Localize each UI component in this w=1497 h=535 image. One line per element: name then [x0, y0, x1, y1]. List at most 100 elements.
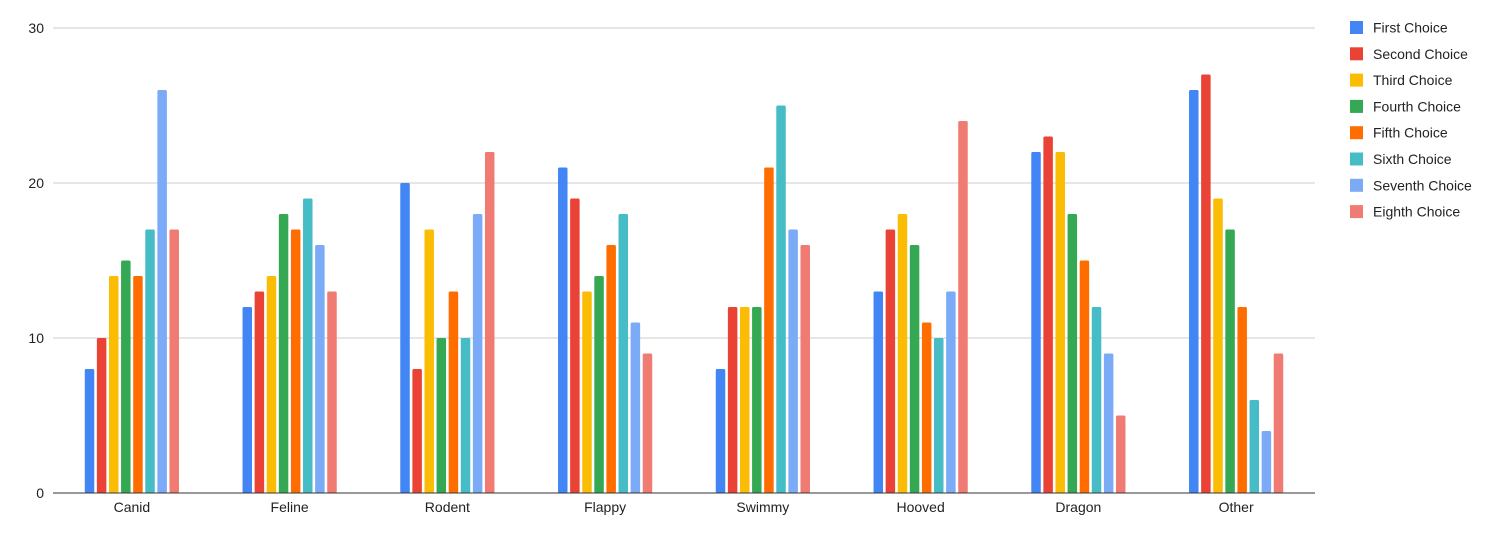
bar-dragon-third-choice	[1055, 152, 1065, 493]
bar-hooved-fifth-choice	[921, 322, 932, 493]
bar-other-eighth-choice	[1273, 353, 1284, 493]
legend-swatch	[1350, 152, 1363, 166]
bar-swimmy-fifth-choice	[764, 167, 774, 493]
bar-feline-third-choice	[266, 276, 277, 493]
bar-dragon-eighth-choice	[1115, 415, 1126, 493]
bar-rodent-first-choice	[400, 183, 410, 493]
bar-feline-fourth-choice	[278, 214, 289, 493]
legend-swatch	[1350, 205, 1363, 219]
legend-item[interactable]: First Choice	[1350, 20, 1448, 36]
bar-other-fifth-choice	[1237, 307, 1247, 493]
bar-swimmy-eighth-choice	[800, 245, 810, 493]
bar-feline-first-choice	[242, 307, 253, 493]
bar-dragon-first-choice	[1031, 152, 1041, 493]
x-tick-label: Feline	[271, 499, 309, 515]
bar-swimmy-second-choice	[727, 307, 738, 493]
legend-label: First Choice	[1373, 20, 1448, 36]
bar-flappy-first-choice	[558, 167, 568, 493]
y-tick-label: 10	[28, 330, 44, 346]
bar-rodent-fifth-choice	[448, 291, 459, 493]
legend-label: Seventh Choice	[1373, 177, 1472, 193]
bar-swimmy-sixth-choice	[776, 105, 786, 493]
legend-item[interactable]: Fourth Choice	[1350, 98, 1461, 114]
bar-hooved-seventh-choice	[946, 291, 956, 493]
bar-dragon-fourth-choice	[1067, 214, 1078, 493]
bar-rodent-seventh-choice	[472, 214, 483, 493]
gridlines	[53, 27, 1315, 339]
bar-dragon-second-choice	[1043, 136, 1053, 493]
legend-item[interactable]: Eighth Choice	[1350, 204, 1460, 220]
bar-swimmy-first-choice	[715, 369, 726, 493]
bar-rodent-fourth-choice	[436, 338, 447, 493]
x-axis-labels: Canid Feline Rodent Flappy Swimmy Hooved Drago…	[114, 499, 1254, 515]
bar-rodent-third-choice	[424, 229, 434, 493]
legend-label: Fifth Choice	[1373, 125, 1448, 141]
bar-rodent-eighth-choice	[484, 152, 495, 493]
legend: First Choice Second Choice Third Choice Fou…	[1350, 20, 1472, 220]
bar-hooved-eighth-choice	[958, 121, 968, 493]
x-tick-label: Flappy	[584, 499, 626, 515]
bar-canid-fourth-choice	[121, 260, 131, 493]
x-tick-label: Dragon	[1055, 499, 1101, 515]
bar-canid-seventh-choice	[157, 90, 167, 493]
bar-other-third-choice	[1213, 198, 1223, 493]
bar-flappy-fourth-choice	[594, 276, 604, 493]
bar-canid-third-choice	[108, 276, 119, 493]
bar-flappy-fifth-choice	[606, 245, 616, 493]
legend-label: Eighth Choice	[1373, 204, 1460, 220]
bar-other-first-choice	[1189, 90, 1199, 493]
legend-swatch	[1350, 99, 1363, 113]
legend-item[interactable]: Seventh Choice	[1350, 177, 1472, 193]
legend-item[interactable]: Fifth Choice	[1350, 125, 1448, 141]
bars	[84, 74, 1284, 493]
bar-swimmy-seventh-choice	[788, 229, 798, 493]
bar-hooved-sixth-choice	[934, 338, 944, 493]
bar-canid-fifth-choice	[133, 276, 143, 493]
bar-flappy-sixth-choice	[618, 214, 629, 493]
legend-item[interactable]: Second Choice	[1350, 46, 1468, 62]
bar-feline-fifth-choice	[290, 229, 301, 493]
bar-rodent-second-choice	[412, 369, 422, 493]
bar-rodent-sixth-choice	[460, 338, 471, 493]
bar-other-second-choice	[1201, 74, 1211, 493]
y-tick-label: 20	[28, 175, 44, 191]
legend-swatch	[1350, 47, 1363, 61]
bar-dragon-seventh-choice	[1103, 353, 1114, 493]
legend-swatch	[1350, 73, 1363, 87]
bar-feline-second-choice	[254, 291, 265, 493]
bar-other-fourth-choice	[1225, 229, 1235, 493]
bar-canid-eighth-choice	[169, 229, 179, 493]
bar-canid-sixth-choice	[145, 229, 155, 493]
bar-flappy-third-choice	[582, 291, 592, 493]
bar-swimmy-third-choice	[739, 307, 750, 493]
bar-dragon-sixth-choice	[1091, 307, 1102, 493]
bar-feline-eighth-choice	[327, 291, 337, 493]
bar-flappy-seventh-choice	[630, 322, 641, 493]
legend-label: Sixth Choice	[1373, 151, 1452, 167]
y-tick-label: 30	[28, 20, 44, 36]
x-tick-label: Canid	[114, 499, 151, 515]
bar-hooved-third-choice	[897, 214, 908, 493]
bar-hooved-first-choice	[873, 291, 884, 493]
bar-other-sixth-choice	[1249, 400, 1260, 493]
legend-label: Third Choice	[1373, 72, 1453, 88]
bar-swimmy-fourth-choice	[752, 307, 762, 493]
bar-canid-second-choice	[96, 338, 107, 493]
bar-hooved-second-choice	[885, 229, 896, 493]
y-tick-label: 0	[36, 485, 44, 501]
legend-swatch	[1350, 21, 1363, 34]
legend-item[interactable]: Third Choice	[1350, 72, 1453, 88]
bar-canid-first-choice	[84, 369, 95, 493]
legend-label: Second Choice	[1373, 46, 1468, 62]
bar-flappy-second-choice	[570, 198, 580, 493]
bar-other-seventh-choice	[1261, 431, 1272, 493]
x-tick-label: Other	[1219, 499, 1254, 515]
bar-flappy-eighth-choice	[642, 353, 653, 493]
legend-label: Fourth Choice	[1373, 98, 1461, 114]
x-tick-label: Hooved	[896, 499, 944, 515]
bar-feline-sixth-choice	[303, 198, 313, 493]
x-tick-label: Rodent	[425, 499, 470, 515]
legend-item[interactable]: Sixth Choice	[1350, 151, 1452, 167]
legend-swatch	[1350, 126, 1363, 140]
